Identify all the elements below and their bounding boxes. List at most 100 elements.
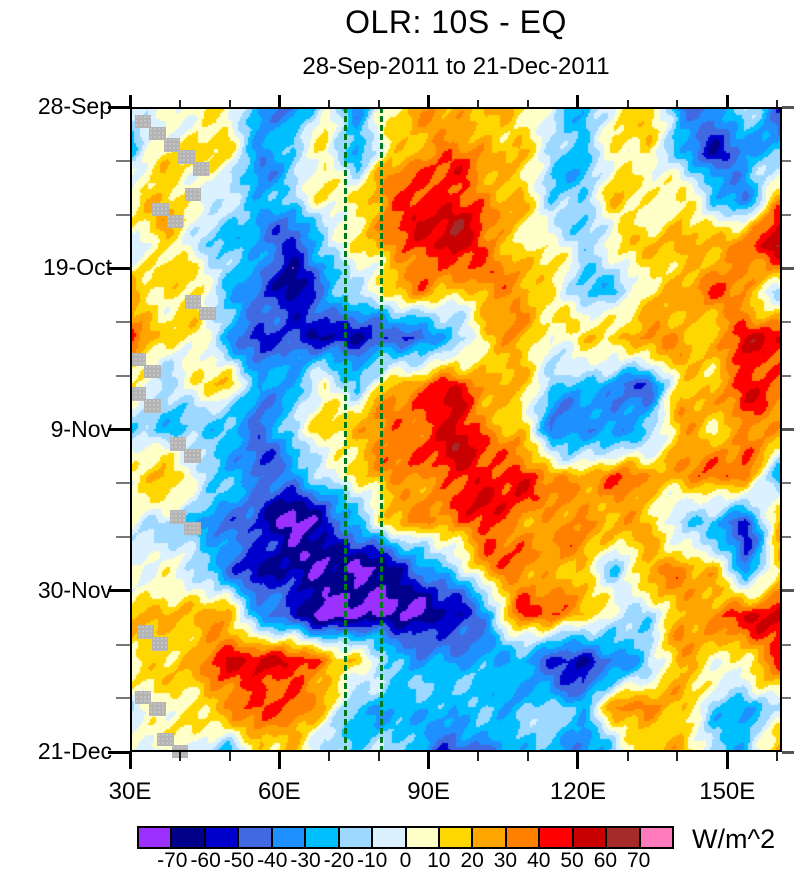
- colorbar-tick-label: 40: [527, 849, 551, 869]
- y-axis-minor-tick: [116, 536, 130, 538]
- reference-line: [343, 107, 347, 752]
- x-axis-minor-tick: [676, 752, 679, 761]
- y-axis-tick-label: 19-Oct: [42, 254, 112, 281]
- y-axis-major-tick: [108, 266, 130, 270]
- y-axis-right-minor-tick: [782, 643, 791, 646]
- x-axis-major-tick: [725, 752, 729, 769]
- y-axis-tick-label: 9-Nov: [50, 415, 112, 442]
- x-axis-minor-tick: [626, 752, 629, 761]
- colorbar-cell: [306, 828, 340, 847]
- colorbar-cell: [573, 828, 608, 847]
- colorbar-tick-label: 0: [399, 849, 412, 869]
- colorbar: [137, 826, 674, 849]
- colorbar-tick-label: 20: [460, 849, 484, 869]
- y-axis-minor-tick: [116, 643, 130, 646]
- y-axis-right-tick: [782, 428, 794, 431]
- missing-data-block: [137, 625, 154, 639]
- y-axis-right-minor-tick: [782, 374, 791, 377]
- missing-data-block: [178, 150, 195, 164]
- missing-data-block: [184, 449, 201, 463]
- missing-data-block: [169, 510, 187, 524]
- chart-subtitle: 28-Sep-2011 to 21-Dec-2011: [302, 53, 610, 80]
- colorbar-tick-label: -70: [157, 849, 188, 869]
- x-axis-top-tick: [725, 95, 729, 107]
- colorbar-tick-label: -60: [190, 849, 221, 869]
- x-axis-major-tick: [576, 752, 580, 769]
- missing-data-block: [163, 138, 181, 152]
- x-axis-top-minor-tick: [527, 100, 530, 107]
- x-axis-major-tick: [427, 752, 431, 769]
- colorbar-cell: [172, 828, 206, 847]
- colorbar-cell: [439, 828, 474, 847]
- colorbar-cell: [139, 828, 173, 847]
- y-axis-minor-tick: [116, 482, 130, 485]
- missing-data-block: [199, 307, 216, 321]
- colorbar-tick-label: 30: [493, 849, 518, 869]
- y-axis-major-tick: [108, 428, 130, 431]
- colorbar-tick-label: -50: [223, 849, 255, 869]
- colorbar-cell: [640, 828, 672, 847]
- x-axis-tick-label: 120E: [549, 778, 606, 805]
- missing-data-block: [149, 126, 166, 141]
- y-axis-major-tick: [108, 750, 130, 754]
- colorbar-cell: [540, 828, 574, 847]
- y-axis-right-minor-tick: [782, 482, 791, 485]
- missing-data-block: [184, 295, 202, 309]
- x-axis-top-tick: [427, 95, 431, 107]
- colorbar-tick-label: 10: [427, 849, 451, 869]
- missing-data-block: [151, 637, 169, 651]
- missing-data-block: [169, 437, 187, 451]
- x-axis-top-minor-tick: [477, 100, 480, 107]
- colorbar-cell: [339, 828, 374, 847]
- missing-data-block: [166, 214, 184, 229]
- x-axis-tick-label: 30E: [108, 778, 152, 805]
- x-axis-top-minor-tick: [377, 100, 380, 107]
- x-axis-tick-label: 90E: [407, 778, 450, 805]
- missing-data-block: [134, 690, 152, 704]
- chart-title: OLR: 10S - EQ: [345, 4, 567, 40]
- y-axis-right-minor-tick: [782, 159, 791, 162]
- y-axis-right-tick: [782, 750, 794, 754]
- colorbar-cell: [272, 828, 307, 847]
- missing-data-block: [144, 399, 161, 413]
- x-axis-top-minor-tick: [178, 100, 181, 107]
- x-axis-top-minor-tick: [676, 100, 679, 107]
- missing-data-block: [152, 202, 169, 217]
- y-axis-tick-label: 28-Sep: [37, 93, 112, 119]
- x-axis-minor-tick: [776, 752, 779, 761]
- x-axis-minor-tick: [527, 752, 530, 761]
- y-axis-right-minor-tick: [782, 213, 791, 216]
- colorbar-cell: [406, 828, 440, 847]
- y-axis-major-tick: [108, 105, 130, 109]
- y-axis-minor-tick: [116, 374, 130, 377]
- missing-data-block: [184, 522, 201, 536]
- x-axis-minor-tick: [477, 752, 480, 761]
- missing-data-block: [192, 162, 210, 176]
- colorbar-tick-label: 60: [593, 849, 618, 869]
- x-axis-minor-tick: [377, 752, 380, 761]
- x-axis-major-tick: [128, 752, 132, 769]
- x-axis-minor-tick: [328, 752, 331, 761]
- colorbar-tick-label: -10: [357, 849, 388, 869]
- missing-data-block: [184, 187, 202, 202]
- colorbar-cell: [239, 828, 273, 847]
- colorbar-tick-label: 70: [627, 849, 651, 869]
- y-axis-minor-tick: [116, 321, 130, 323]
- x-axis-tick-label: 150E: [699, 778, 756, 805]
- y-axis-minor-tick: [116, 697, 130, 700]
- hovmoller-plot: [130, 107, 782, 759]
- x-axis-top-tick: [128, 95, 132, 107]
- colorbar-tick-label: -30: [290, 849, 321, 869]
- missing-data-block: [134, 114, 152, 129]
- missing-data-block: [130, 387, 147, 401]
- colorbar-cell: [506, 828, 541, 847]
- y-axis-tick-label: 30-Nov: [37, 576, 112, 603]
- reference-line: [380, 107, 384, 752]
- colorbar-cell: [607, 828, 641, 847]
- colorbar-units-label: W/m^2: [692, 824, 776, 854]
- hovmoller-field-canvas: [130, 107, 782, 752]
- colorbar-tick-label: -20: [323, 849, 355, 869]
- colorbar-cell: [473, 828, 507, 847]
- x-axis-top-tick: [576, 95, 580, 107]
